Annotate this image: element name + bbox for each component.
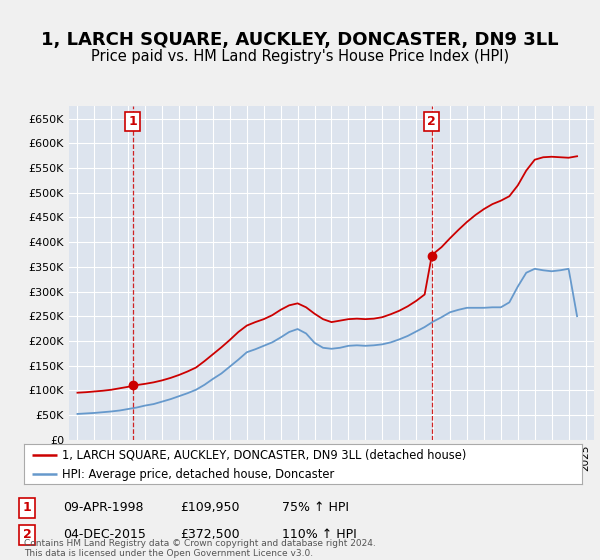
- Text: 04-DEC-2015: 04-DEC-2015: [63, 528, 146, 542]
- Text: 1, LARCH SQUARE, AUCKLEY, DONCASTER, DN9 3LL: 1, LARCH SQUARE, AUCKLEY, DONCASTER, DN9…: [41, 31, 559, 49]
- Text: 09-APR-1998: 09-APR-1998: [63, 501, 143, 515]
- Text: 1, LARCH SQUARE, AUCKLEY, DONCASTER, DN9 3LL (detached house): 1, LARCH SQUARE, AUCKLEY, DONCASTER, DN9…: [62, 449, 466, 462]
- Text: 2: 2: [23, 528, 31, 542]
- Text: 1: 1: [23, 501, 31, 515]
- Text: £372,500: £372,500: [180, 528, 239, 542]
- Text: 1: 1: [128, 115, 137, 128]
- Text: 75% ↑ HPI: 75% ↑ HPI: [282, 501, 349, 515]
- Text: 110% ↑ HPI: 110% ↑ HPI: [282, 528, 357, 542]
- Text: £109,950: £109,950: [180, 501, 239, 515]
- Text: Price paid vs. HM Land Registry's House Price Index (HPI): Price paid vs. HM Land Registry's House …: [91, 49, 509, 64]
- Text: HPI: Average price, detached house, Doncaster: HPI: Average price, detached house, Donc…: [62, 468, 334, 481]
- Text: 2: 2: [427, 115, 436, 128]
- Text: Contains HM Land Registry data © Crown copyright and database right 2024.
This d: Contains HM Land Registry data © Crown c…: [24, 539, 376, 558]
